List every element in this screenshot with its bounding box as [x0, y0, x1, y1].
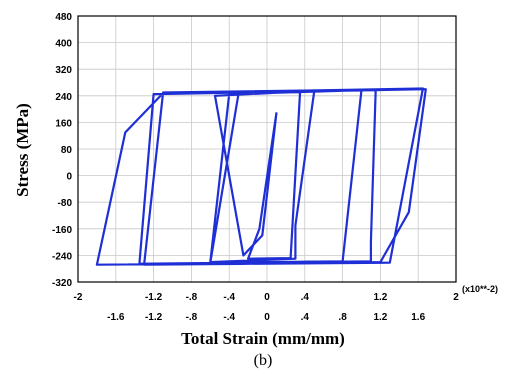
x-tick-label-top: -1.2 [145, 292, 163, 303]
x-tick-label-bottom: -1.2 [145, 312, 163, 323]
y-tick-label: 320 [55, 65, 72, 76]
grid [78, 16, 456, 282]
x-tick-label-top: 2 [453, 292, 459, 303]
x-tick-label-bottom: 0 [264, 312, 270, 323]
x-tick-label-bottom: .4 [301, 312, 310, 323]
x-tick-label-bottom: 1.6 [411, 312, 425, 323]
y-tick-labels: 480 400 320 240 160 80 0 -80 -160 -240 -320 [52, 12, 72, 289]
y-tick-label: 160 [55, 118, 72, 129]
x-tick-label-bottom: .8 [338, 312, 347, 323]
y-tick-label: -80 [58, 198, 73, 209]
x-tick-label-top: -.4 [223, 292, 235, 303]
y-tick-label: 0 [66, 172, 72, 183]
y-axis-title: Stress (MPa) [13, 103, 32, 197]
y-tick-label: 80 [61, 145, 73, 156]
x-tick-label-top: -2 [74, 292, 83, 303]
x-tick-label-bottom: -.8 [186, 312, 198, 323]
figure-caption: (b) [254, 352, 273, 369]
x-tick-label-top: -.8 [186, 292, 198, 303]
y-tick-label: 240 [55, 92, 72, 103]
x-tick-label-bottom: -1.6 [107, 312, 125, 323]
x-tick-label-top: .4 [301, 292, 310, 303]
x-tick-label-bottom: 1.2 [373, 312, 387, 323]
x-tick-label-top: 0 [264, 292, 270, 303]
y-tick-label: -320 [52, 278, 72, 289]
x-tick-labels-bottom-row: -1.6 -1.2 -.8 -.4 0 .4 .8 1.2 1.6 [107, 312, 425, 323]
hysteresis-loop-line [95, 87, 427, 266]
x-tick-label-bottom: -.4 [223, 312, 235, 323]
y-tick-label: -240 [52, 251, 72, 262]
x-multiplier-label: (x10**-2) [462, 284, 498, 294]
y-tick-label: 480 [55, 12, 72, 23]
hysteresis-loop-series [95, 87, 427, 266]
y-tick-label: 400 [55, 39, 72, 50]
y-tick-label: -160 [52, 225, 72, 236]
x-axis-title: Total Strain (mm/mm) [181, 329, 345, 348]
x-tick-labels-top-row: -2 -1.2 -.8 -.4 0 .4 1.2 2 [74, 292, 460, 303]
plot-frame [77, 15, 457, 283]
x-tick-label-top: 1.2 [373, 292, 387, 303]
